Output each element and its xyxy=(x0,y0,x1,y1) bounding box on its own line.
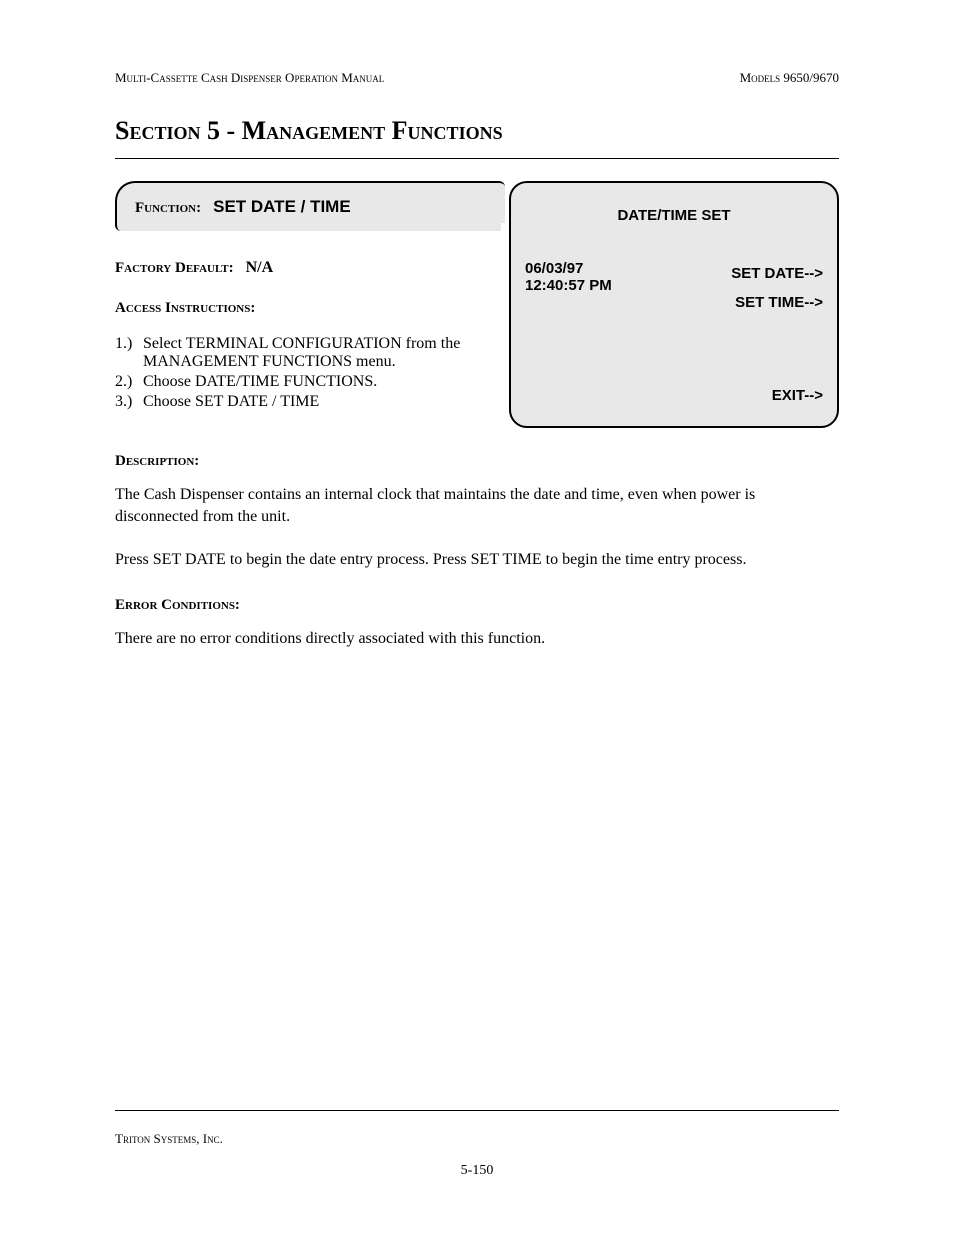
error-conditions-para: There are no error conditions directly a… xyxy=(115,628,839,650)
list-item: 1.) Select TERMINAL CONFIGURATION from t… xyxy=(115,335,515,371)
footer-company: Triton Systems, Inc. xyxy=(115,1131,839,1147)
section-title: Section 5 - Management Functions xyxy=(115,116,839,146)
header-left: Multi-Cassette Cash Dispenser Operation … xyxy=(115,70,384,86)
terminal-screen: DATE/TIME SET 06/03/97 12:40:57 PM SET D… xyxy=(509,181,839,428)
list-text: Choose SET DATE / TIME xyxy=(143,393,515,411)
set-time-option: SET TIME--> xyxy=(731,289,823,318)
access-instructions-list: 1.) Select TERMINAL CONFIGURATION from t… xyxy=(115,335,515,411)
factory-default-value: N/A xyxy=(246,259,274,276)
screen-date: 06/03/97 xyxy=(525,260,612,277)
list-number: 1.) xyxy=(115,335,143,371)
function-label: Function: xyxy=(135,200,201,216)
error-conditions-label: Error Conditions: xyxy=(115,597,839,614)
set-date-option: SET DATE--> xyxy=(731,260,823,289)
list-text: Select TERMINAL CONFIGURATION from the M… xyxy=(143,335,515,371)
list-text: Choose DATE/TIME FUNCTIONS. xyxy=(143,373,515,391)
divider-bottom xyxy=(115,1110,839,1111)
exit-option: EXIT--> xyxy=(772,387,823,404)
access-instructions-label: Access Instructions: xyxy=(115,300,255,316)
list-item: 3.) Choose SET DATE / TIME xyxy=(115,393,515,411)
screen-time: 12:40:57 PM xyxy=(525,277,612,294)
header-right: Models 9650/9670 xyxy=(740,70,839,86)
list-number: 2.) xyxy=(115,373,143,391)
function-name: SET DATE / TIME xyxy=(213,197,351,216)
screen-title: DATE/TIME SET xyxy=(525,207,823,224)
description-para-1: The Cash Dispenser contains an internal … xyxy=(115,484,839,527)
page-number: 5-150 xyxy=(115,1163,839,1179)
list-number: 3.) xyxy=(115,393,143,411)
divider-top xyxy=(115,158,839,159)
description-para-2: Press SET DATE to begin the date entry p… xyxy=(115,549,839,571)
list-item: 2.) Choose DATE/TIME FUNCTIONS. xyxy=(115,373,515,391)
description-label: Description: xyxy=(115,453,839,470)
function-header-box: Function: SET DATE / TIME xyxy=(115,181,505,231)
factory-default-label: Factory Default: xyxy=(115,260,234,276)
